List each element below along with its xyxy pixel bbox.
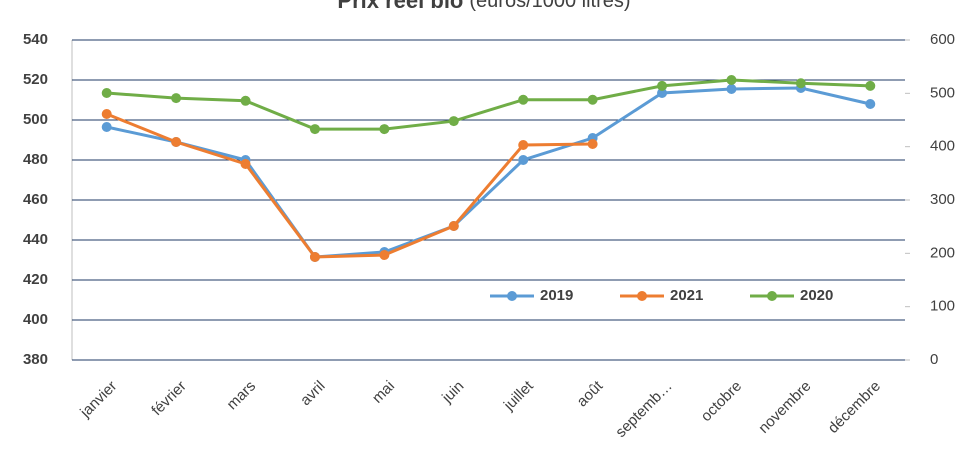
- x-tick-label: septemb…: [612, 378, 675, 441]
- y-tick-label: 500: [23, 111, 48, 128]
- series-line: [106, 86, 871, 259]
- y-tick-label: 460: [23, 191, 48, 208]
- point: [448, 116, 459, 127]
- y-tick-label: 520: [23, 71, 48, 88]
- y2-tick-label: 200: [930, 244, 955, 261]
- legend-marker: [767, 291, 777, 301]
- point: [101, 122, 112, 132]
- y2-tick-label: 400: [930, 138, 955, 155]
- chart-title: Prix réel bio (euros/1000 litres): [337, 0, 630, 13]
- point: [518, 155, 529, 165]
- y2-tick-label: 0: [930, 351, 938, 368]
- point: [171, 93, 182, 104]
- point: [657, 88, 668, 98]
- x-tick-label: février: [148, 378, 189, 419]
- x-tick-label: décembre: [825, 378, 884, 437]
- point: [518, 140, 529, 150]
- point: [240, 159, 251, 169]
- point: [865, 99, 876, 109]
- y-tick-label: 380: [23, 351, 48, 368]
- y2-tick-label: 600: [930, 31, 955, 48]
- x-tick-label: juillet: [500, 377, 537, 414]
- legend-label: 2021: [670, 287, 703, 304]
- point: [379, 124, 390, 135]
- point: [171, 137, 182, 147]
- y-tick-label: 420: [23, 271, 48, 288]
- legend-label: 2019: [540, 287, 573, 304]
- legend-marker: [507, 291, 517, 301]
- legend-marker: [637, 291, 647, 301]
- x-tick-label: juin: [438, 378, 467, 407]
- subtitle: (euros/1000 litres): [469, 0, 630, 12]
- x-tick-label: octobre: [698, 378, 745, 425]
- x-tick-label: novembre: [755, 378, 814, 437]
- series-line: [106, 112, 593, 259]
- point: [309, 252, 320, 262]
- point: [448, 221, 459, 231]
- y-tick-label: 440: [23, 231, 48, 248]
- point: [309, 124, 320, 135]
- point: [587, 94, 598, 105]
- y-tick-label: 480: [23, 151, 48, 168]
- point: [726, 84, 737, 94]
- x-tick-label: mars: [224, 378, 260, 414]
- point: [101, 109, 112, 119]
- point: [518, 94, 529, 105]
- y2-tick-label: 100: [930, 298, 955, 315]
- series-line: [106, 78, 871, 131]
- x-tick-label: mai: [369, 378, 398, 407]
- point: [379, 250, 390, 260]
- point: [795, 78, 806, 89]
- y-tick-label: 400: [23, 311, 48, 328]
- point: [240, 95, 251, 106]
- point: [101, 88, 112, 99]
- x-tick-label: avril: [297, 378, 328, 409]
- y2-tick-label: 500: [930, 84, 955, 101]
- y-tick-label: 540: [23, 31, 48, 48]
- y2-tick-label: 300: [930, 191, 955, 208]
- point: [726, 75, 737, 85]
- x-tick-label: janvier: [76, 378, 120, 422]
- point: [865, 80, 876, 91]
- title: Prix réel bio: [337, 0, 463, 13]
- point: [587, 139, 598, 149]
- legend-label: 2020: [800, 287, 833, 304]
- x-tick-label: août: [574, 377, 607, 410]
- point: [657, 80, 668, 91]
